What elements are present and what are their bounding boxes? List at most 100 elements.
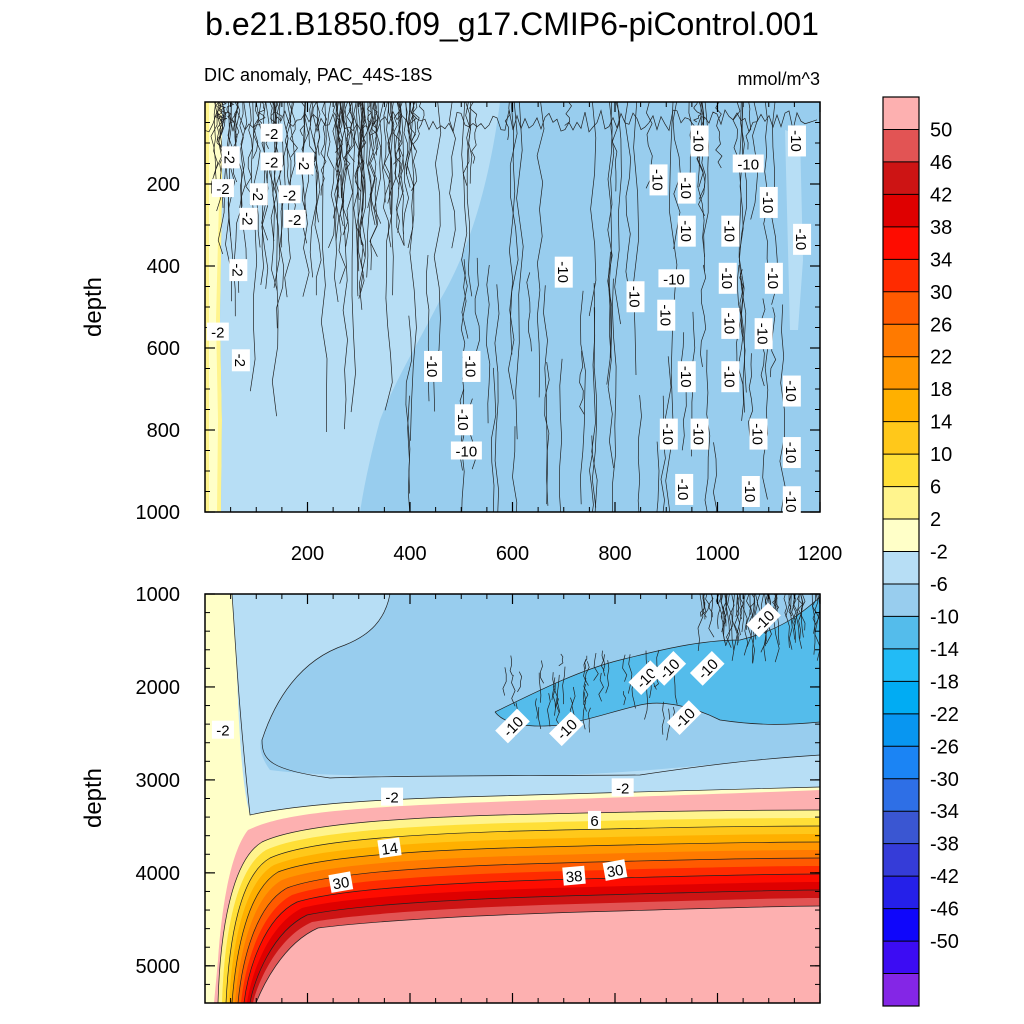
contour-label: -10 xyxy=(677,172,696,204)
colorbar-swatch xyxy=(883,941,919,974)
colorbar-swatch xyxy=(883,876,919,909)
contour-label: 6 xyxy=(588,810,601,830)
y-tick-label: 2000 xyxy=(136,677,181,699)
y-tick-label: 1000 xyxy=(136,502,181,524)
svg-text:-10: -10 xyxy=(720,220,737,242)
contour-label: -10 xyxy=(741,476,760,507)
colorbar-swatch xyxy=(883,519,919,552)
colorbar-label: -10 xyxy=(930,606,959,628)
colorbar-swatch xyxy=(883,811,919,844)
contour-label: -2 xyxy=(611,778,634,797)
upper-axis-ticks: 200 400 600 800 1000 1200 200 400 600 800 1000 xyxy=(136,101,842,565)
contour-label: 30 xyxy=(602,859,628,882)
svg-text:-2: -2 xyxy=(239,212,256,225)
contour-label: -2 xyxy=(228,259,248,282)
svg-text:-10: -10 xyxy=(720,366,737,388)
contour-label: -10 xyxy=(759,186,778,218)
colorbar-swatch xyxy=(883,908,919,942)
svg-text:-10: -10 xyxy=(759,192,776,214)
y-tick-label: 3000 xyxy=(136,770,181,792)
contour-label: -10 xyxy=(720,215,740,247)
svg-text:-10: -10 xyxy=(720,313,737,335)
x-tick-label: 200 xyxy=(291,543,324,565)
contour-label: -10 xyxy=(732,154,764,174)
colorbar-label: -18 xyxy=(930,671,959,693)
svg-text:-2: -2 xyxy=(295,157,312,170)
svg-text:-2: -2 xyxy=(283,187,296,204)
svg-text:-10: -10 xyxy=(787,130,804,152)
contour-label: -10 xyxy=(674,473,694,505)
colorbar-swatch xyxy=(883,129,919,163)
colorbar-swatch xyxy=(883,713,919,747)
contour-label: -10 xyxy=(649,164,668,196)
y-tick-label: 800 xyxy=(147,420,180,442)
contour-label: -10 xyxy=(690,418,709,450)
contour-label: -10 xyxy=(677,361,696,393)
svg-text:-10: -10 xyxy=(677,220,694,242)
colorbar-label: -30 xyxy=(930,769,959,791)
colorbar-label: 2 xyxy=(930,509,941,531)
y-tick-label: 1000 xyxy=(136,584,181,606)
svg-text:-10: -10 xyxy=(749,423,766,445)
upper-panel-title: DIC anomaly, PAC_44S-18S xyxy=(204,65,432,86)
colorbar-label: -34 xyxy=(930,801,959,823)
contour-label: -2 xyxy=(211,720,234,740)
units-label: mmol/m^3 xyxy=(738,69,820,89)
colorbar-swatch xyxy=(883,389,919,422)
colorbar-label: -2 xyxy=(930,542,948,564)
colorbar-swatch xyxy=(883,648,919,682)
svg-text:-10: -10 xyxy=(649,169,666,191)
colorbar-swatch xyxy=(883,778,919,812)
x-tick-label: 600 xyxy=(496,543,529,565)
svg-text:-10: -10 xyxy=(423,356,440,378)
colorbar-label: 46 xyxy=(930,152,952,174)
contour-label: -10 xyxy=(749,418,768,450)
colorbar-swatch xyxy=(883,97,919,130)
svg-text:-10: -10 xyxy=(782,380,799,402)
colorbar-swatch xyxy=(883,746,919,780)
colorbar-swatch xyxy=(883,291,919,325)
contour-label: -10 xyxy=(782,437,801,469)
svg-text:-10: -10 xyxy=(677,366,694,388)
svg-text:-10: -10 xyxy=(456,444,478,461)
svg-text:-2: -2 xyxy=(265,126,278,143)
contour-label: -2 xyxy=(260,123,283,143)
contour-label: -10 xyxy=(787,125,806,157)
colorbar-label: -50 xyxy=(930,931,959,953)
colorbar-label: 22 xyxy=(930,347,952,369)
colorbar-label: 42 xyxy=(930,184,952,206)
svg-text:-10: -10 xyxy=(554,261,571,283)
svg-text:-2: -2 xyxy=(211,325,224,342)
svg-text:-10: -10 xyxy=(764,267,781,289)
contour-label: -10 xyxy=(718,262,737,294)
svg-text:-2: -2 xyxy=(216,181,229,198)
svg-text:-10: -10 xyxy=(626,286,643,308)
colorbar-label: 14 xyxy=(930,412,952,434)
contour-label: -10 xyxy=(720,361,740,393)
x-tick-label: 400 xyxy=(393,543,426,565)
svg-text:-10: -10 xyxy=(656,304,673,326)
svg-text:-10: -10 xyxy=(690,423,707,445)
contour-label: -2 xyxy=(206,322,229,342)
svg-text:30: 30 xyxy=(606,862,625,882)
contour-label: -2 xyxy=(278,185,301,204)
svg-text:-2: -2 xyxy=(221,151,238,164)
svg-text:-2: -2 xyxy=(249,188,266,201)
contour-label: -10 xyxy=(423,350,443,382)
colorbar-label: 34 xyxy=(930,249,952,271)
svg-text:-10: -10 xyxy=(782,442,799,464)
svg-text:-2: -2 xyxy=(216,723,229,740)
colorbar-label: -26 xyxy=(930,736,959,758)
colorbar-swatch xyxy=(883,973,919,1007)
colorbar-swatch xyxy=(883,226,919,260)
colorbar-label: 50 xyxy=(930,119,952,141)
contour-label: -10 xyxy=(626,281,645,313)
colorbar-label: 38 xyxy=(930,217,952,239)
colorbar-swatch xyxy=(883,454,919,487)
colorbar-swatch xyxy=(883,194,919,228)
svg-text:-10: -10 xyxy=(737,157,759,174)
contour-label: 30 xyxy=(328,871,354,893)
contour-label: -2 xyxy=(231,349,250,372)
